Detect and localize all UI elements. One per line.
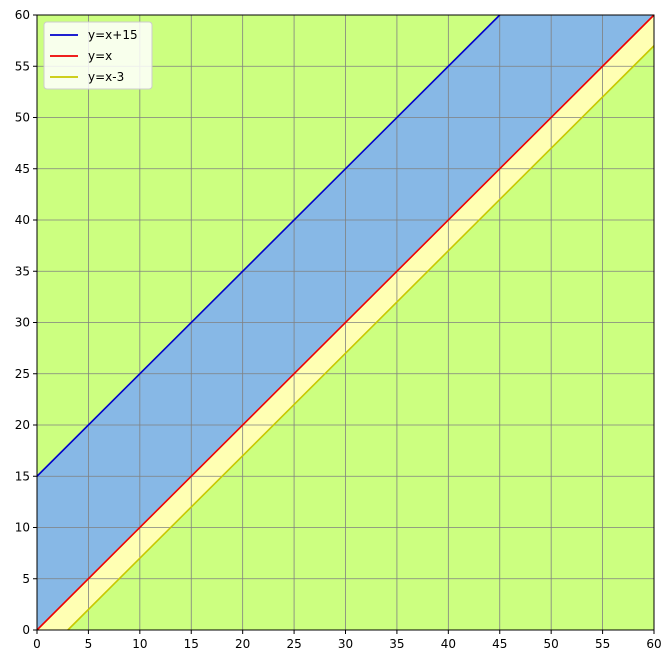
y-tick-label: 35 bbox=[15, 264, 30, 278]
series-lines bbox=[36, 14, 655, 631]
x-tick-label: 55 bbox=[595, 637, 610, 651]
y-tick-label: 20 bbox=[15, 418, 30, 432]
legend-label: y=x+15 bbox=[88, 28, 138, 42]
y-tick-label: 60 bbox=[15, 8, 30, 22]
series-line bbox=[36, 14, 501, 477]
x-tick-label: 60 bbox=[646, 637, 661, 651]
legend-label: y=x bbox=[88, 49, 112, 63]
y-tick-label: 0 bbox=[22, 623, 30, 637]
x-tick-label: 10 bbox=[132, 637, 147, 651]
x-tick-label: 50 bbox=[544, 637, 559, 651]
x-tick-label: 25 bbox=[286, 637, 301, 651]
x-tick-label: 40 bbox=[441, 637, 456, 651]
y-axis: 0 5 10 15 20 25 30 35 40 45 50 55 60 bbox=[15, 8, 37, 637]
y-tick-label: 25 bbox=[15, 367, 30, 381]
legend: y=x+15 y=x y=x-3 bbox=[43, 21, 153, 90]
x-tick-label: 45 bbox=[492, 637, 507, 651]
y-tick-label: 30 bbox=[15, 316, 30, 330]
y-tick-label: 50 bbox=[15, 111, 30, 125]
y-tick-label: 10 bbox=[15, 521, 30, 535]
y-tick-label: 40 bbox=[15, 213, 30, 227]
x-tick-label: 35 bbox=[389, 637, 404, 651]
series-line bbox=[36, 14, 655, 631]
y-tick-label: 15 bbox=[15, 469, 30, 483]
y-tick-label: 55 bbox=[15, 59, 30, 73]
x-axis: 0 5 10 15 20 25 30 35 40 45 50 55 60 bbox=[33, 630, 662, 651]
x-tick-label: 30 bbox=[338, 637, 353, 651]
y-tick-label: 45 bbox=[15, 162, 30, 176]
x-tick-label: 0 bbox=[33, 637, 41, 651]
legend-label: y=x-3 bbox=[88, 70, 124, 84]
legend-box bbox=[43, 21, 153, 90]
x-tick-label: 15 bbox=[184, 637, 199, 651]
x-tick-label: 5 bbox=[85, 637, 93, 651]
series-line bbox=[67, 45, 655, 631]
y-tick-label: 5 bbox=[22, 572, 30, 586]
x-tick-label: 20 bbox=[235, 637, 250, 651]
